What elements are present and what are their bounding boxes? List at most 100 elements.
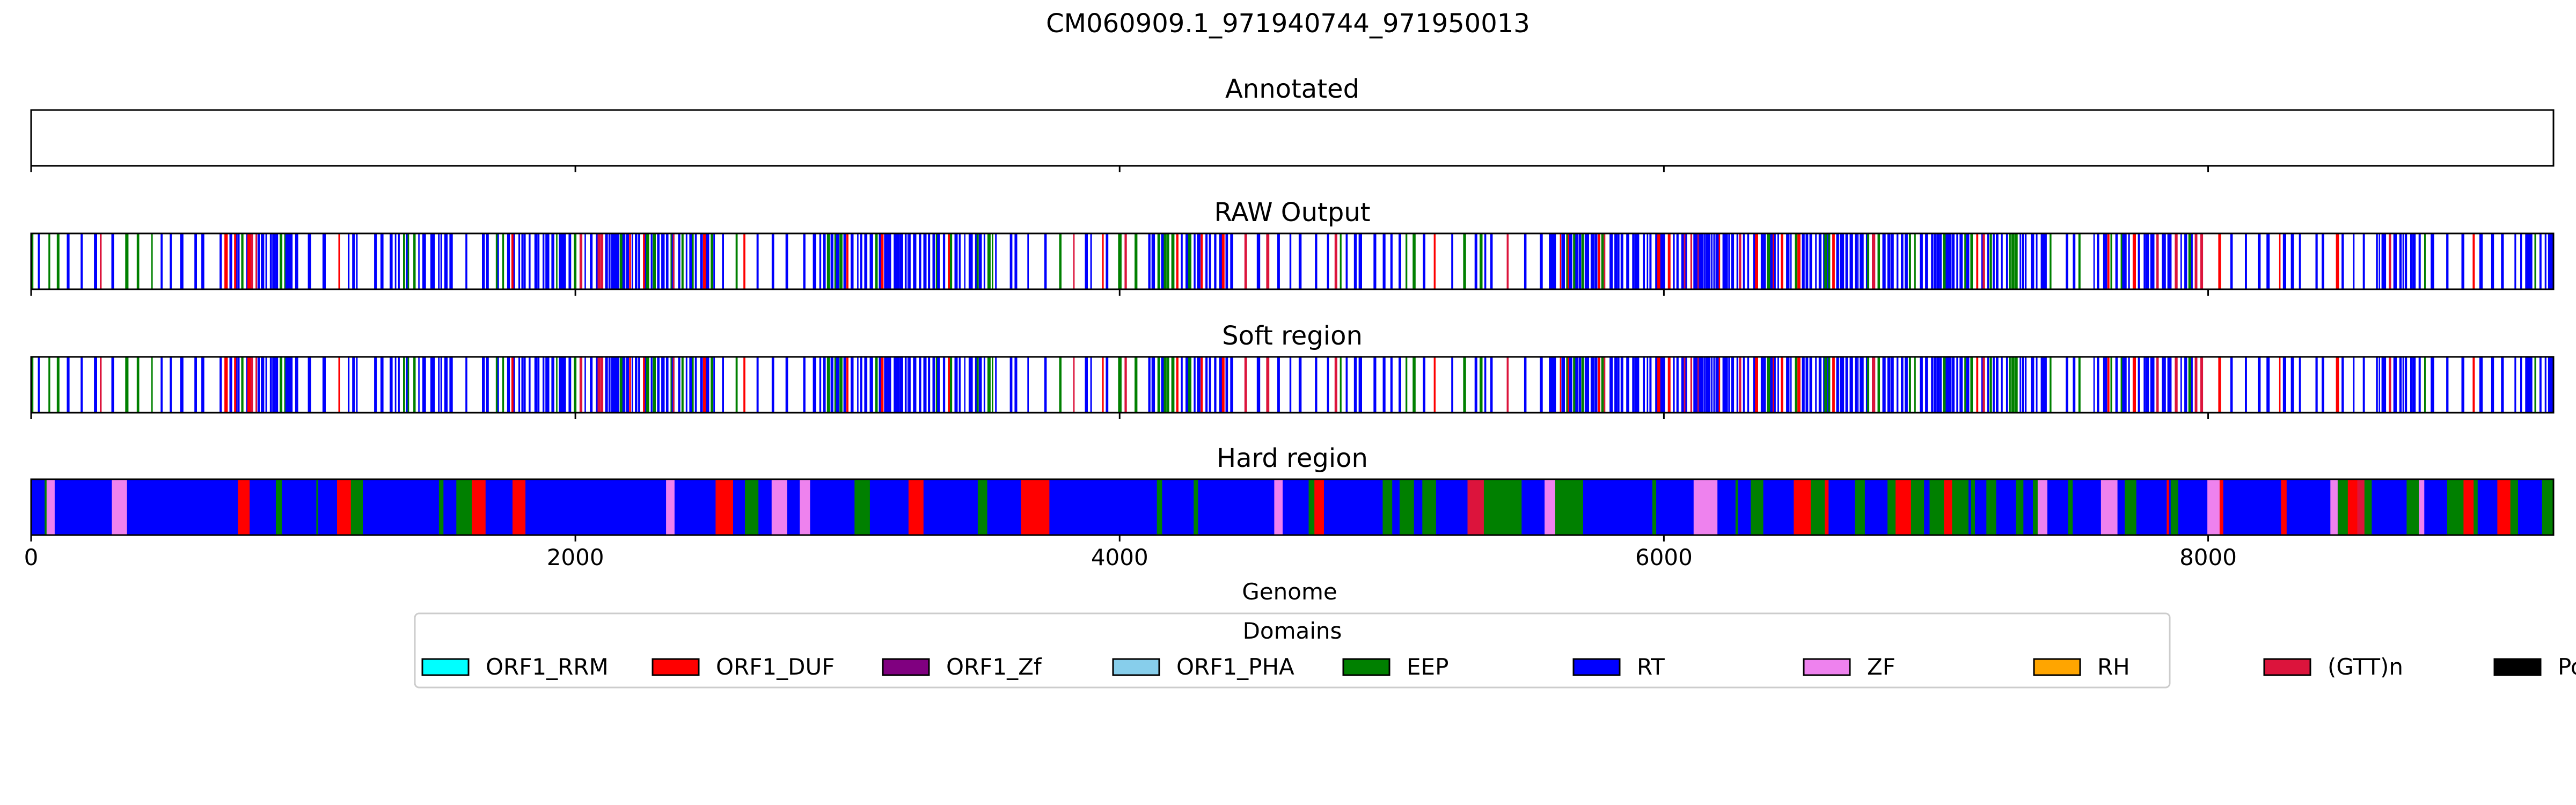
region-rt xyxy=(293,479,317,535)
feature-rt xyxy=(837,233,839,289)
feature-rt xyxy=(2044,357,2047,413)
feature-rt xyxy=(1423,357,1425,413)
legend-swatch xyxy=(2263,658,2311,676)
region-rt xyxy=(525,479,541,535)
feature-gttn xyxy=(2156,357,2159,413)
feature-rt xyxy=(1936,233,1940,289)
feature-rt xyxy=(2544,233,2546,289)
feature-rt xyxy=(449,357,453,413)
feature-rt xyxy=(2539,233,2542,289)
feature-rt xyxy=(1966,357,1970,413)
feature-orf1_duf xyxy=(2132,233,2136,289)
region-rt xyxy=(810,479,824,535)
feature-rt xyxy=(1382,357,1386,413)
feature-rt xyxy=(983,357,985,413)
feature-rt xyxy=(1205,357,1208,413)
feature-rt xyxy=(1148,357,1151,413)
feature-rt xyxy=(1161,233,1164,289)
feature-rt xyxy=(2315,233,2318,289)
region-rt xyxy=(987,479,1019,535)
feature-eep xyxy=(735,357,738,413)
feature-rt xyxy=(2124,233,2127,289)
feature-rt xyxy=(1966,233,1970,289)
region-rt xyxy=(1828,479,1840,535)
feature-rt xyxy=(694,233,697,289)
feature-rt xyxy=(1786,357,1790,413)
feature-rt xyxy=(2315,357,2318,413)
feature-rt xyxy=(2529,357,2533,413)
feature-orf1_duf xyxy=(703,233,706,289)
region-eep xyxy=(1952,479,1969,535)
feature-rt xyxy=(238,357,240,413)
feature-rt xyxy=(1925,357,1928,413)
feature-eep xyxy=(136,233,140,289)
feature-rt xyxy=(1945,357,1949,413)
feature-eep xyxy=(1970,357,1973,413)
feature-rt xyxy=(2290,357,2294,413)
region-rt xyxy=(558,479,564,535)
feature-eep xyxy=(1828,233,1831,289)
feature-orf1_duf xyxy=(2107,357,2110,413)
feature-eep xyxy=(2424,357,2426,413)
feature-rt xyxy=(591,233,593,289)
feature-rt xyxy=(38,357,40,413)
feature-rt xyxy=(2431,233,2434,289)
feature-rt xyxy=(685,357,687,413)
feature-rt xyxy=(2138,357,2140,413)
region-zf xyxy=(1693,479,1706,535)
feature-rt xyxy=(1423,233,1425,289)
legend-label: ZF xyxy=(1867,654,1896,680)
region-orf1_duf xyxy=(472,479,486,535)
feature-rt xyxy=(1731,357,1735,413)
feature-rt xyxy=(1353,357,1357,413)
feature-rt xyxy=(1609,233,1613,289)
feature-rt xyxy=(771,233,774,289)
feature-rt xyxy=(635,357,638,413)
feature-rt xyxy=(852,233,853,289)
legend-swatch xyxy=(1803,658,1851,676)
feature-gttn xyxy=(1506,357,1509,413)
region-rt xyxy=(1583,479,1607,535)
region-rt xyxy=(787,479,800,535)
feature-eep xyxy=(1989,233,1992,289)
feature-rt xyxy=(1620,357,1623,413)
feature-gttn xyxy=(1739,233,1741,289)
feature-rt xyxy=(1009,233,1013,289)
legend-label: ORF1_DUF xyxy=(716,654,835,680)
region-rt xyxy=(1436,479,1468,535)
feature-orf1_duf xyxy=(1718,233,1721,289)
feature-rt xyxy=(2299,357,2301,413)
feature-rt xyxy=(894,357,897,413)
feature-gttn xyxy=(1690,233,1693,289)
feature-rt xyxy=(885,357,888,413)
feature-rt xyxy=(617,233,619,289)
feature-rt xyxy=(1549,233,1552,289)
feature-rt xyxy=(1849,233,1853,289)
feature-eep xyxy=(1964,357,1966,413)
feature-eep xyxy=(1188,233,1191,289)
feature-rt xyxy=(1358,357,1362,413)
feature-orf1_duf xyxy=(1718,357,1721,413)
feature-rt xyxy=(605,233,608,289)
feature-orf1_duf xyxy=(1657,357,1661,413)
feature-rt xyxy=(2418,357,2421,413)
feature-rt xyxy=(1699,357,1702,413)
feature-rt xyxy=(1148,233,1151,289)
feature-eep xyxy=(681,233,684,289)
feature-rt xyxy=(1809,357,1812,413)
feature-rt xyxy=(843,357,846,413)
region-rt xyxy=(886,479,891,535)
region-rt xyxy=(1615,479,1643,535)
feature-eep xyxy=(2188,233,2192,289)
feature-rt xyxy=(2341,357,2344,413)
region-eep xyxy=(1887,479,1896,535)
feature-rt xyxy=(1551,357,1554,413)
feature-orf1_duf xyxy=(881,233,884,289)
region-zf xyxy=(2037,479,2048,535)
feature-rt xyxy=(170,357,172,413)
tracks-group: Annotated RAW Output Soft region Hard regio… xyxy=(24,74,2555,570)
feature-rt xyxy=(1181,357,1183,413)
feature-rt xyxy=(1575,357,1579,413)
track-frame xyxy=(30,109,2555,167)
feature-rt xyxy=(932,357,935,413)
